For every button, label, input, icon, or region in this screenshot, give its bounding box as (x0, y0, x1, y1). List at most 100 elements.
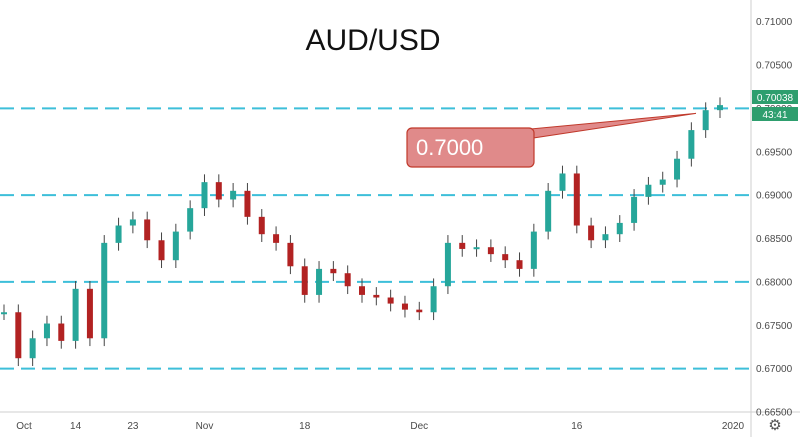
candle (101, 235, 108, 347)
y-tick-label: 0.66500 (756, 408, 793, 419)
candle-body (616, 222, 623, 235)
candle (444, 235, 451, 295)
candle-body (172, 231, 179, 261)
candle-body (1, 312, 7, 315)
candle-body (244, 190, 251, 217)
candle-body (115, 225, 122, 243)
candle (702, 102, 709, 138)
candle-body (215, 182, 222, 200)
candle-body (674, 158, 681, 180)
candle-body (72, 288, 79, 341)
candle-body (645, 184, 652, 197)
candle-body (273, 234, 280, 243)
y-tick-label: 0.70500 (756, 61, 793, 72)
candle (573, 165, 580, 234)
candle (602, 226, 609, 249)
candle (129, 211, 136, 234)
y-tick-label: 0.67000 (756, 364, 793, 375)
candle-body (573, 173, 580, 226)
x-tick-label: Oct (16, 421, 32, 432)
candle-body (258, 216, 265, 235)
y-tick-label: 0.67500 (756, 321, 793, 332)
candle-body (43, 323, 50, 339)
candle (631, 189, 638, 231)
candle-body (58, 323, 65, 341)
candle (659, 171, 666, 193)
candle (559, 165, 566, 199)
candle-body (559, 173, 566, 191)
candle-body (187, 208, 194, 232)
annotation-callout[interactable]: 0.7000 (406, 112, 697, 168)
candle (316, 261, 323, 303)
time-axis[interactable]: Oct 14 23 Nov 18 Dec 16 2020 (16, 421, 744, 432)
candle-body (287, 242, 294, 267)
candle-body (545, 190, 552, 232)
chart-title: AUD/USD (305, 24, 440, 57)
candle (502, 246, 509, 269)
candle-body (129, 219, 136, 226)
candle-body (516, 260, 523, 269)
candle-body (201, 182, 208, 209)
candle (416, 301, 423, 321)
candle (401, 295, 408, 318)
candle (330, 261, 337, 282)
candle (616, 215, 623, 242)
last-price-label: 0.70038 (757, 93, 794, 104)
last-price-badge: 0.70038 43:41 (752, 90, 798, 121)
candle-body (659, 179, 666, 185)
gear-icon[interactable]: ⚙ (768, 416, 781, 434)
x-tick-label: 16 (571, 421, 583, 432)
candle (215, 174, 222, 208)
candle (158, 232, 165, 269)
candle (373, 287, 380, 306)
candle (144, 211, 151, 249)
y-tick-label: 0.71000 (756, 17, 793, 28)
candle (387, 289, 394, 312)
y-tick-label: 0.68000 (756, 277, 793, 288)
candle (230, 183, 237, 208)
x-tick-label: 14 (70, 421, 82, 432)
x-tick-label: Dec (410, 421, 428, 432)
candle (516, 252, 523, 277)
countdown-box (752, 107, 798, 121)
candle-body (459, 242, 466, 249)
candle-body (230, 190, 237, 200)
callout-label: 0.7000 (416, 135, 483, 160)
candle (674, 150, 681, 188)
candle (430, 278, 437, 321)
candle (688, 122, 695, 167)
candle-body (416, 309, 423, 313)
candle-body (717, 105, 723, 111)
candle (1, 304, 7, 321)
candle-body (530, 231, 537, 269)
candle (58, 315, 65, 349)
candle-body (144, 219, 151, 241)
candle (201, 174, 208, 216)
candle-body (359, 286, 365, 295)
candle-body (473, 247, 480, 250)
candles (1, 97, 723, 367)
candle-body (487, 247, 494, 255)
candle-body (301, 266, 308, 295)
candle (258, 209, 265, 242)
x-tick-label: 23 (127, 421, 139, 432)
candle-body (702, 110, 709, 131)
candle-body (15, 312, 22, 359)
candle-body (344, 273, 351, 287)
candle-body (444, 242, 451, 287)
candle (187, 200, 194, 240)
last-price-box (752, 90, 798, 104)
candle-body (588, 225, 595, 241)
y-tick-label: 0.68500 (756, 234, 793, 245)
candle (43, 315, 50, 347)
candle-body (373, 294, 380, 298)
candle (301, 258, 308, 303)
candle (359, 278, 365, 303)
candle-body (158, 240, 165, 261)
candle (273, 226, 280, 251)
candle (244, 183, 251, 225)
candle (15, 304, 22, 367)
candle (115, 217, 122, 251)
